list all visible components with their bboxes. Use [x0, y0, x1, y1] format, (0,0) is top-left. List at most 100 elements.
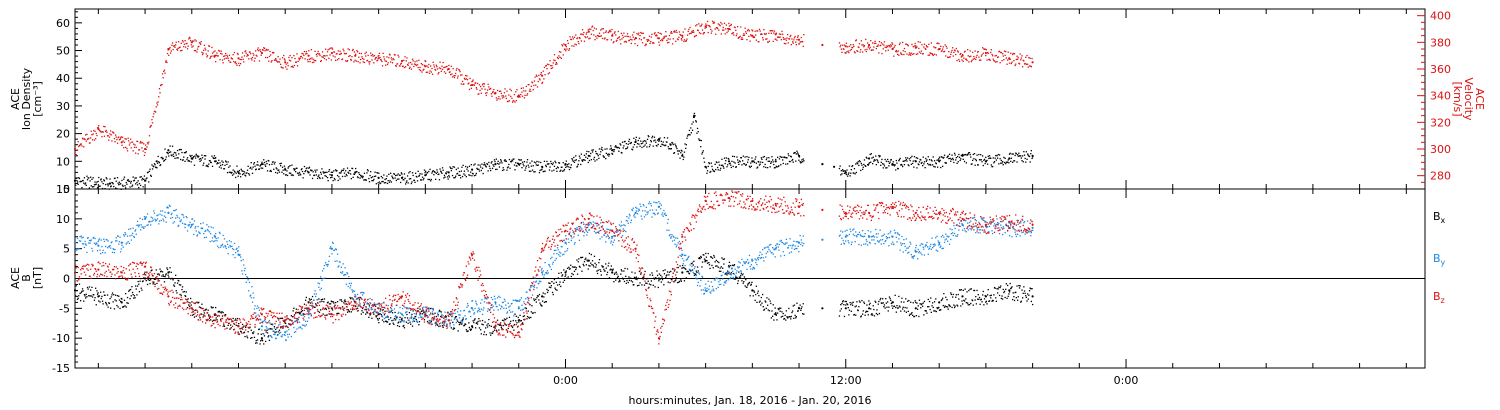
by-series-dot — [225, 246, 227, 248]
bx-series-dot — [477, 320, 479, 323]
velocity-series-dot — [973, 57, 976, 60]
bx-series-dot — [954, 305, 956, 307]
bx-series-dot — [336, 301, 339, 303]
density-series-dot — [868, 162, 871, 164]
bx-series-dot — [352, 298, 354, 300]
velocity-series-dot — [912, 46, 914, 48]
density-series-dot — [175, 154, 177, 156]
bx-series-dot — [166, 267, 168, 269]
density-series-point — [587, 154, 590, 157]
velocity-series-dot — [727, 28, 729, 30]
velocity-series-dot — [502, 95, 504, 97]
bx-series-dot — [595, 264, 597, 266]
density-series-dot — [485, 166, 487, 168]
bx-series-dot — [240, 331, 242, 333]
bx-series-dot — [803, 313, 805, 315]
density-series-dot — [168, 151, 171, 154]
velocity-series-dot — [950, 51, 952, 53]
velocity-series-dot — [423, 68, 425, 70]
density-series-dot — [123, 176, 126, 178]
velocity-series-dot — [344, 53, 346, 55]
bx-series-dot — [658, 280, 660, 282]
velocity-series-dot — [1007, 59, 1009, 61]
bx-series-dot — [191, 301, 193, 303]
bx-series-dot — [558, 283, 561, 286]
density-series-dot — [733, 155, 736, 158]
density-series-dot — [249, 167, 251, 169]
by-series-dot — [122, 246, 124, 248]
velocity-series-dot — [640, 31, 642, 34]
velocity-series-dot — [323, 55, 325, 57]
velocity-series-dot — [650, 41, 652, 43]
velocity-series-dot — [479, 89, 481, 92]
velocity-series-dot — [299, 57, 301, 59]
density-series-dot — [887, 158, 889, 161]
density-series-dot — [506, 167, 509, 169]
density-series-dot — [220, 167, 222, 169]
bx-series-dot — [244, 336, 246, 338]
density-series-dot — [843, 172, 846, 174]
bx-series-dot — [945, 296, 947, 298]
density-series-dot — [403, 173, 406, 175]
density-series-dot — [691, 123, 693, 125]
density-series-dot — [174, 157, 176, 159]
velocity-series-dot — [523, 90, 525, 92]
velocity-series-dot — [992, 55, 994, 57]
bx-series-dot — [987, 294, 989, 296]
bx-series-dot — [159, 268, 161, 270]
density-series-dot — [373, 175, 376, 178]
density-series-point — [400, 176, 404, 179]
density-series-dot — [708, 162, 711, 165]
bx-series-dot — [988, 300, 991, 302]
velocity-series-dot — [944, 44, 946, 46]
velocity-series-dot — [673, 31, 675, 33]
bx-series-dot — [193, 313, 195, 316]
bx-series-dot — [381, 319, 384, 321]
density-series-dot — [520, 163, 522, 165]
bx-series-dot — [115, 294, 117, 296]
bx-series-dot — [399, 316, 401, 318]
density-series-dot — [140, 184, 142, 187]
bx-series-dot — [475, 322, 477, 324]
density-series-dot — [82, 179, 84, 182]
velocity-series-dot — [920, 50, 922, 52]
density-series-dot — [513, 164, 516, 166]
bx-series-dot — [302, 313, 304, 315]
velocity-series-dot — [155, 106, 157, 108]
density-series-dot — [924, 167, 926, 169]
velocity-series-dot — [220, 50, 222, 52]
velocity-series-dot — [793, 39, 795, 41]
velocity-series-dot — [753, 35, 755, 38]
velocity-series-dot — [370, 54, 372, 57]
velocity-series-dot — [749, 40, 751, 42]
density-series-dot — [528, 166, 530, 168]
bx-series-dot — [561, 275, 563, 277]
velocity-series-dot — [181, 49, 183, 52]
density-series-point — [1008, 157, 1011, 160]
bx-series-point — [891, 301, 894, 304]
bx-series-dot — [267, 336, 269, 338]
density-series-dot — [377, 182, 379, 184]
velocity-series-dot — [595, 35, 597, 38]
density-series-dot — [965, 162, 967, 164]
velocity-series-dot — [967, 55, 969, 57]
bx-series-dot — [716, 265, 718, 267]
velocity-series-dot — [353, 51, 356, 53]
density-series-dot — [1005, 161, 1007, 163]
velocity-series-dot — [143, 143, 145, 145]
velocity-series-dot — [590, 28, 592, 30]
density-series-dot — [630, 141, 632, 144]
velocity-series-dot — [138, 149, 140, 151]
density-series-dot — [368, 177, 370, 180]
density-series-dot — [204, 158, 206, 160]
bx-series-dot — [931, 305, 933, 307]
bx-series-dot — [489, 332, 491, 334]
by-series-dot — [200, 227, 202, 230]
bx-series-dot — [351, 297, 353, 299]
bx-series-dot — [912, 302, 914, 304]
bx-series-dot — [705, 256, 707, 258]
bx-series-dot — [268, 335, 270, 337]
bx-series-dot — [978, 298, 980, 300]
velocity-series-dot — [621, 34, 624, 36]
velocity-series-dot — [655, 34, 657, 36]
